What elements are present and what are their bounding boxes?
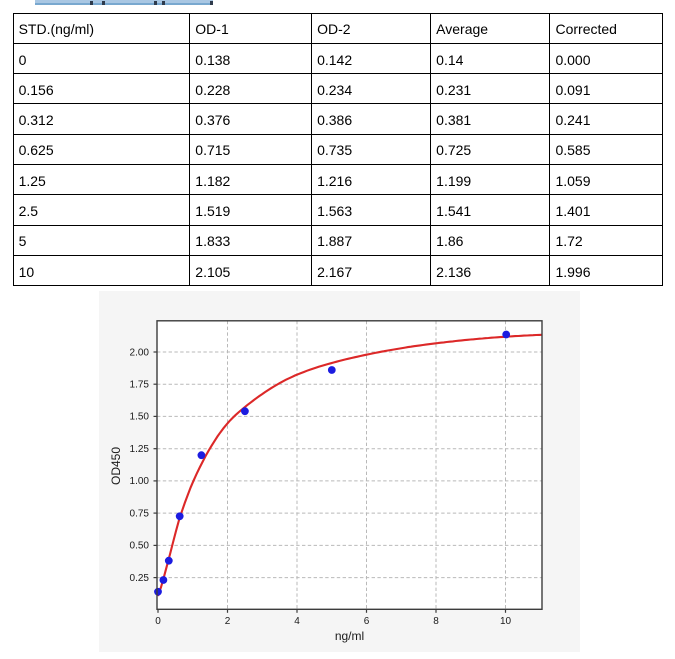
svg-text:1.25: 1.25	[130, 444, 150, 455]
svg-text:2: 2	[225, 616, 231, 627]
svg-text:10: 10	[500, 616, 512, 627]
svg-text:0: 0	[155, 616, 161, 627]
svg-text:4: 4	[294, 616, 300, 627]
svg-text:0.25: 0.25	[130, 573, 150, 584]
svg-text:0.75: 0.75	[130, 508, 150, 519]
svg-text:1.00: 1.00	[130, 476, 150, 487]
svg-text:OD450: OD450	[109, 447, 123, 485]
svg-text:1.50: 1.50	[130, 412, 150, 423]
svg-text:8: 8	[433, 616, 439, 627]
svg-text:6: 6	[364, 616, 370, 627]
svg-text:1.75: 1.75	[130, 380, 150, 391]
svg-text:2.00: 2.00	[130, 347, 150, 358]
svg-text:0.50: 0.50	[130, 541, 150, 552]
svg-text:ng/ml: ng/ml	[335, 629, 364, 643]
